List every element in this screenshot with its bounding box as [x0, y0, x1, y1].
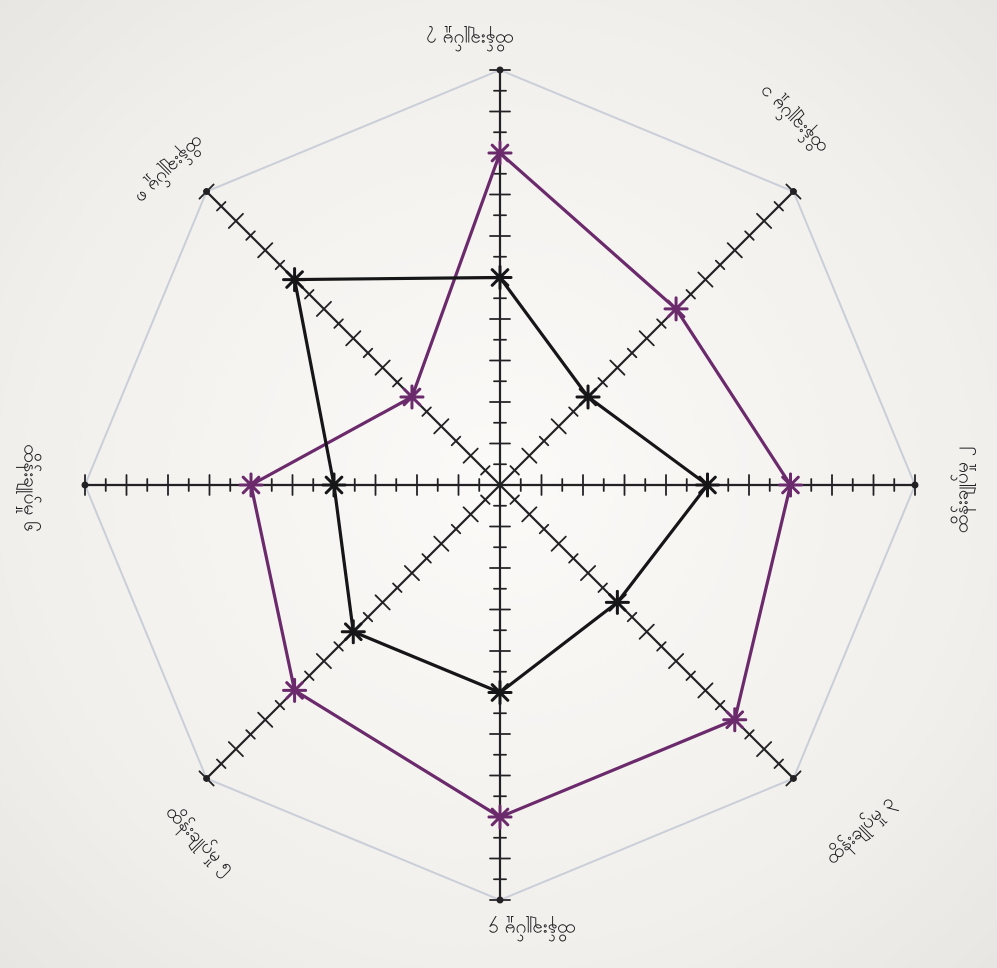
- axis-4-tick: [538, 523, 550, 535]
- axis-6-tick: [462, 506, 479, 523]
- axis-label-4: ထိန်းချုပ်မှု ၃: [820, 790, 901, 871]
- axis-2-tick: [744, 230, 755, 241]
- axis-8-tick: [345, 330, 362, 347]
- series-2-point: [575, 384, 601, 410]
- axis-6-tick: [245, 729, 256, 740]
- axis-4-tick: [756, 741, 773, 758]
- series-2-point: [487, 680, 513, 705]
- series-layer: [238, 140, 803, 830]
- axis-2-tick: [538, 435, 550, 447]
- series-1-point: [282, 677, 308, 703]
- axis-2-tick: [697, 271, 714, 288]
- axis-2-tick: [685, 289, 696, 300]
- axis-4-tick: [668, 653, 685, 670]
- axis-label-5: ထိန်းချုပ်မှု ၄: [488, 916, 576, 943]
- axis-4-tick: [714, 699, 726, 711]
- axis-6-tick: [257, 711, 274, 728]
- axis-2-tick: [638, 330, 655, 347]
- axis-4-tick: [580, 565, 597, 582]
- axis-label-2: ထိန်းချုပ်မှု ၁: [753, 79, 834, 160]
- axis-8-tick: [421, 406, 432, 417]
- axis-8-tick: [315, 300, 332, 317]
- axis-8-tick: [198, 183, 215, 200]
- axis-6-tick: [362, 611, 374, 623]
- axis-6-tick: [198, 770, 215, 787]
- axis-4-tick: [744, 729, 755, 740]
- series-1-point: [487, 804, 513, 830]
- series-1-point: [399, 384, 425, 410]
- axis-4-tick: [785, 770, 802, 787]
- axis-6-tick: [304, 670, 315, 681]
- axis-2-tick: [550, 418, 567, 435]
- axis-6-tick: [403, 565, 420, 582]
- axis-8-tick: [392, 377, 403, 388]
- axis-label-3: ထိန်းချုပ်မှု ၂: [950, 447, 977, 534]
- axis-6-tick: [216, 758, 227, 769]
- axis-6-tick: [433, 535, 450, 552]
- axis-8-tick: [274, 259, 286, 271]
- axis-2-tick: [656, 318, 667, 329]
- series-2-point: [340, 619, 366, 645]
- axis-6-tick: [374, 594, 391, 611]
- axis-6-tick: [450, 523, 462, 535]
- axis-label-7: ထိန်းချုပ်မှု ၆: [16, 444, 43, 532]
- axis-4-tick: [656, 641, 667, 652]
- series-1-point: [778, 472, 803, 498]
- axis-2-tick: [726, 242, 743, 259]
- axis-label-8: ထိန်းချုပ်မှု ၈: [129, 129, 210, 210]
- axis-2-tick: [773, 201, 784, 212]
- axis-6-tick: [480, 494, 491, 505]
- axis-8-tick: [245, 230, 256, 241]
- series-1-point: [238, 472, 264, 498]
- axis-2-tick: [509, 465, 520, 476]
- axis-2-tick: [626, 347, 638, 359]
- axis-8-tick: [362, 347, 374, 359]
- axis-4-tick: [685, 670, 696, 681]
- axis-6-tick: [333, 641, 344, 652]
- axis-4-tick: [509, 494, 520, 505]
- axis-8-tick: [333, 318, 344, 329]
- axis-2-tick: [597, 377, 608, 388]
- axis-4-tick: [550, 535, 567, 552]
- series-2-point: [321, 472, 347, 498]
- axis-6-tick: [315, 653, 332, 670]
- series-2-point: [487, 265, 513, 290]
- series-2-point: [282, 267, 308, 293]
- axis-8-tick: [304, 289, 315, 300]
- axis-4-tick: [697, 682, 714, 699]
- axis-2-tick: [609, 359, 626, 376]
- axis-4-tick: [568, 553, 579, 564]
- axis-4-tick: [773, 758, 784, 769]
- axis-8-tick: [433, 418, 450, 435]
- series-1-point: [722, 707, 748, 733]
- axis-8-tick: [480, 465, 491, 476]
- axes-layer: [81, 66, 919, 904]
- axis-8-tick: [257, 242, 274, 259]
- axis-label-1: ထိန်းချုပ်မှု ၇: [426, 26, 514, 53]
- axis-2-tick: [568, 406, 579, 417]
- axis-8-tick: [462, 447, 479, 464]
- axis-2-tick: [714, 259, 726, 271]
- series-2-point: [695, 472, 720, 498]
- axis-2-tick: [756, 212, 773, 229]
- axis-8-tick: [450, 435, 462, 447]
- axis-4-tick: [521, 506, 538, 523]
- axis-6-tick: [227, 741, 244, 758]
- axis-4-tick: [626, 611, 638, 623]
- axis-8-tick: [374, 359, 391, 376]
- axis-6-tick: [421, 553, 432, 564]
- series-1-point: [487, 140, 513, 166]
- series-2-point: [604, 589, 630, 615]
- axis-6-tick: [392, 582, 403, 593]
- axis-2-tick: [521, 447, 538, 464]
- axis-6-tick: [274, 699, 286, 711]
- axis-4-tick: [638, 623, 655, 640]
- axis-4-tick: [597, 582, 608, 593]
- series-1-point: [663, 296, 689, 322]
- axis-8-tick: [227, 212, 244, 229]
- axis-2-tick: [785, 183, 802, 200]
- axis-label-6: ထိန်းချုပ်မှု ၅: [159, 800, 240, 881]
- axis-8-tick: [216, 201, 227, 212]
